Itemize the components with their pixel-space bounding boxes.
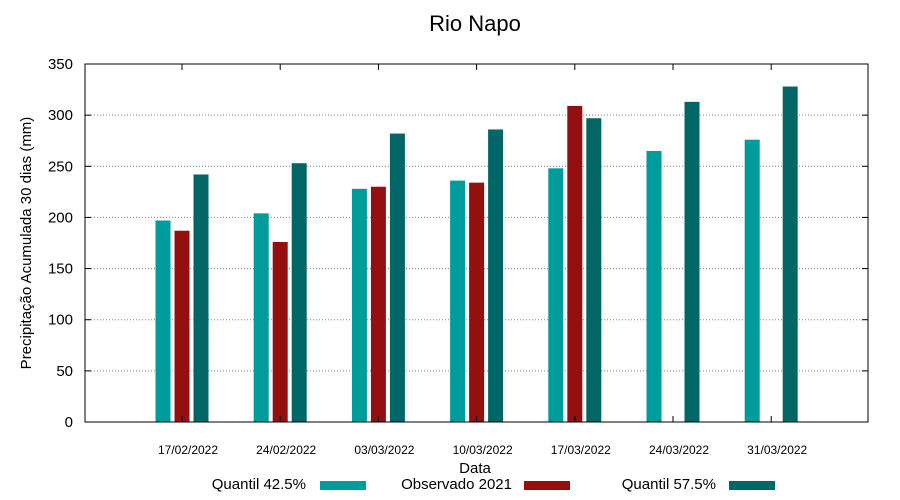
bar-series-2-3 <box>488 129 504 422</box>
y-tick-label: 250 <box>48 158 73 175</box>
bar-series-0-0 <box>155 220 171 422</box>
legend-swatch <box>729 481 775 490</box>
bar-series-1-4 <box>567 105 583 423</box>
bar-series-1-0 <box>174 230 190 422</box>
legend: Quantil 42.5% Observado 2021 Quantil 57.5% <box>212 476 775 493</box>
legend-label: Quantil 57.5% <box>622 476 716 493</box>
y-tick-label: 300 <box>48 107 73 124</box>
y-tick-label: 50 <box>56 363 73 380</box>
x-tick-label: 10/03/2022 <box>453 443 513 457</box>
legend-label: Quantil 42.5% <box>212 476 306 493</box>
bar-series-0-6 <box>744 139 760 423</box>
legend-swatch <box>320 481 366 490</box>
bar-series-0-5 <box>646 150 662 422</box>
bar-series-2-6 <box>782 86 798 422</box>
y-tick-label: 200 <box>48 209 73 226</box>
bar-series-1-3 <box>469 182 485 422</box>
chart-title: Rio Napo <box>429 11 521 36</box>
y-tick-label: 350 <box>48 56 73 73</box>
bar-series-1-1 <box>272 241 288 422</box>
bar-series-2-2 <box>389 133 405 422</box>
legend-label: Observado 2021 <box>401 476 512 493</box>
x-tick-label: 24/03/2022 <box>649 443 709 457</box>
bar-series-0-3 <box>450 180 466 422</box>
bar-series-2-5 <box>684 101 700 423</box>
bar-series-0-4 <box>548 168 564 422</box>
y-axis-label: Precipitação Acumulada 30 dias (mm) <box>18 117 35 370</box>
y-tick-label: 150 <box>48 261 73 278</box>
y-axis-ticks: 0 50 100 150 200 250 300 350 <box>48 56 868 431</box>
x-tick-label: 24/02/2022 <box>256 443 316 457</box>
bar-series-2-1 <box>291 163 307 422</box>
bar-series-2-0 <box>193 174 209 422</box>
bar-series-0-2 <box>351 188 367 422</box>
x-axis-label: Data <box>459 460 491 477</box>
bar-series-0-1 <box>253 213 269 422</box>
legend-swatch <box>524 481 570 490</box>
x-tick-label: 17/02/2022 <box>158 443 218 457</box>
y-tick-label: 0 <box>65 414 73 431</box>
bars <box>155 86 798 423</box>
bar-series-2-4 <box>586 118 602 422</box>
x-axis-ticks: 17/02/2022 24/02/2022 03/03/2022 10/03/2022… <box>158 64 808 457</box>
y-tick-label: 100 <box>48 312 73 329</box>
x-tick-label: 31/03/2022 <box>747 443 807 457</box>
x-tick-label: 17/03/2022 <box>551 443 611 457</box>
bar-series-1-2 <box>370 186 386 422</box>
x-tick-label: 03/03/2022 <box>354 443 414 457</box>
